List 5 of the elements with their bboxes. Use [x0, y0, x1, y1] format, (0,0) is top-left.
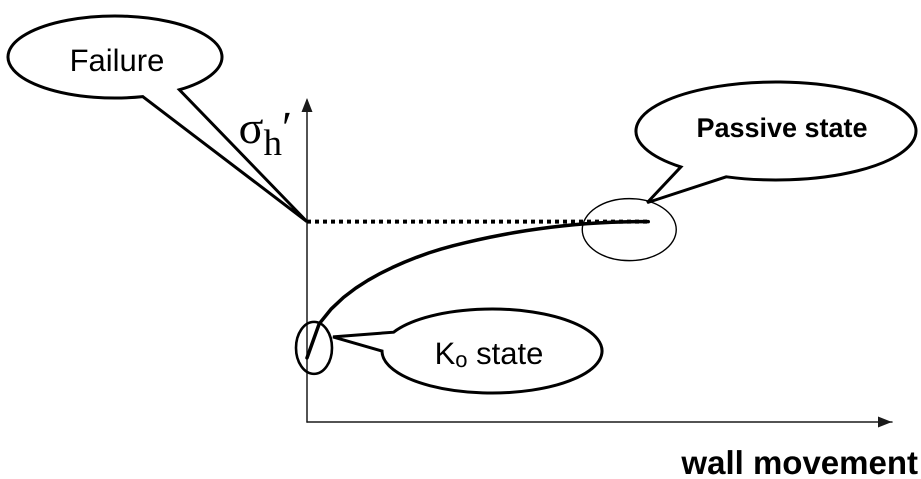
- text: Failure: [70, 42, 164, 78]
- text: Passive state: [696, 113, 868, 143]
- x-axis-title: wall movement: [680, 444, 918, 479]
- annotation: K$_{o}$ state: [434, 336, 544, 372]
- y-axis-title: σ$_{h}$′: [238, 102, 292, 164]
